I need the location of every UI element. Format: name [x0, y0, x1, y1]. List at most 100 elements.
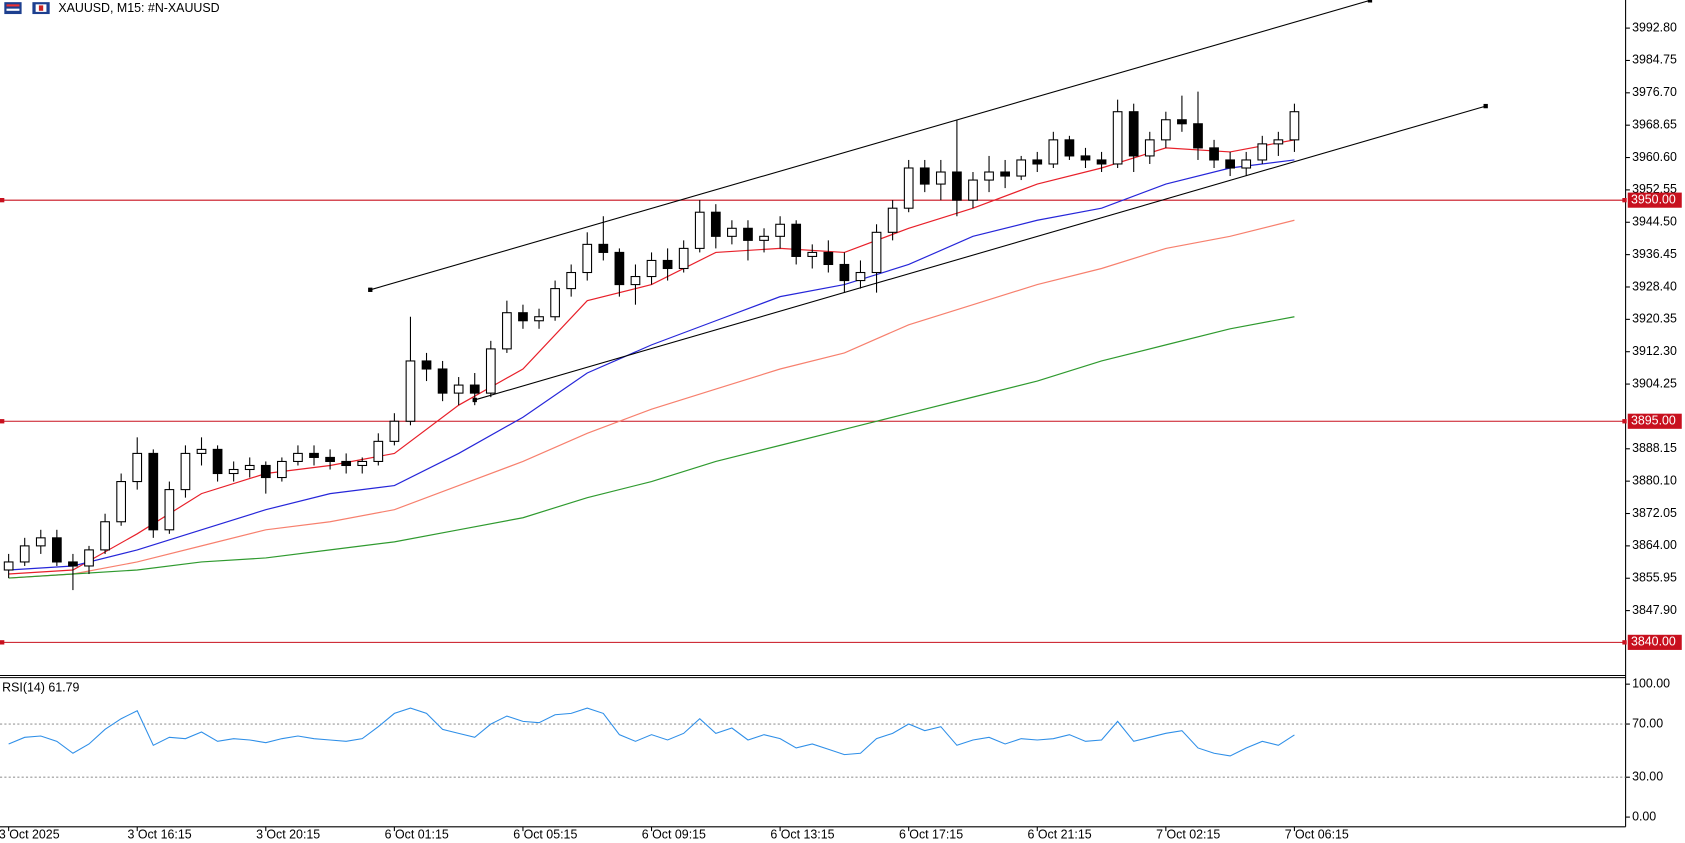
- y-tick-label: 100.00: [1632, 676, 1670, 690]
- y-tick-label: 3864.00: [1632, 538, 1677, 552]
- moving-average: [8, 159, 1295, 571]
- candle-body: [180, 452, 191, 491]
- candle-body: [1273, 139, 1284, 145]
- moving-average: [8, 219, 1295, 579]
- candle-body: [775, 223, 785, 237]
- candle-body: [1144, 139, 1155, 157]
- candle-body: [1177, 119, 1187, 125]
- candle-body: [566, 271, 577, 290]
- candle-body: [598, 243, 609, 253]
- candle-body: [903, 167, 914, 209]
- candle-body: [952, 171, 962, 201]
- candle-body: [453, 384, 464, 394]
- x-tick-label: 6 Oct 05:15: [513, 828, 577, 842]
- candle-body: [1032, 159, 1043, 165]
- y-tick-label: 3880.10: [1632, 473, 1677, 487]
- candle-body: [469, 384, 480, 394]
- candle-body: [212, 448, 223, 475]
- y-tick-label: 3920.35: [1632, 312, 1677, 326]
- main-plot: [0, 0, 1626, 645]
- level-label: 3950.00: [1631, 192, 1676, 206]
- candle-body: [887, 207, 898, 233]
- candle-body: [309, 452, 319, 458]
- level-anchor: [1622, 197, 1627, 203]
- candle-body: [244, 464, 255, 471]
- candle-body: [437, 368, 448, 394]
- x-tick-label: 6 Oct 01:15: [385, 828, 449, 842]
- level-label-box: [1627, 634, 1682, 650]
- candle-body: [277, 460, 287, 479]
- x-tick-label: 7 Oct 02:15: [1156, 828, 1220, 842]
- candle-body: [260, 464, 271, 479]
- x-tick-label: 3 Oct 2025: [0, 828, 60, 842]
- candle-body: [19, 545, 30, 563]
- candle-body: [3, 561, 14, 571]
- trendline: [474, 105, 1486, 401]
- candle-body: [1112, 111, 1123, 165]
- level-label: 3895.00: [1631, 414, 1676, 428]
- candle-body: [51, 537, 62, 563]
- candle-body: [727, 227, 737, 237]
- level-anchor: [1622, 640, 1627, 645]
- rsi-plot: [0, 707, 1626, 778]
- candle-body: [935, 171, 946, 185]
- level-label-box: [1627, 192, 1682, 208]
- candle-body: [132, 452, 143, 483]
- y-tick-label: 3992.80: [1632, 20, 1677, 34]
- candle-body: [100, 521, 110, 551]
- candle-body: [148, 452, 159, 531]
- y-tick-label: 3960.60: [1632, 150, 1677, 164]
- candle-body: [421, 360, 432, 370]
- candle-body: [678, 247, 689, 270]
- candle-body: [164, 489, 175, 531]
- candle-body: [84, 549, 94, 567]
- candle-body: [662, 259, 673, 270]
- y-tick-label: 30.00: [1632, 769, 1663, 783]
- trendline: [370, 0, 1371, 291]
- candle-body: [614, 251, 625, 286]
- candle-body: [646, 259, 657, 278]
- x-tick-label: 6 Oct 21:15: [1028, 828, 1092, 842]
- candle-body: [485, 348, 496, 394]
- candle-body: [871, 231, 882, 274]
- candle-body: [1209, 147, 1219, 161]
- trendline-anchor: [1483, 103, 1488, 109]
- rsi-title: RSI(14) 61.79: [2, 681, 79, 695]
- candle-body: [1064, 139, 1075, 157]
- candle-body: [1225, 159, 1235, 169]
- y-tick-label: 3888.15: [1632, 441, 1677, 455]
- y-tick-label: 0.00: [1632, 809, 1656, 823]
- candle-body: [1257, 143, 1268, 161]
- y-tick-label: 3847.90: [1632, 603, 1677, 617]
- y-tick-label: 3976.70: [1632, 85, 1677, 99]
- candle-body: [228, 468, 239, 475]
- candle-body: [116, 481, 127, 523]
- chart-title: XAUUSD, M15: #N-XAUUSD: [58, 1, 219, 15]
- candle-body: [710, 211, 721, 237]
- candle-body: [1016, 159, 1027, 177]
- y-tick-label: 70.00: [1632, 716, 1663, 730]
- moving-average: [8, 316, 1295, 579]
- x-tick-label: 3 Oct 20:15: [256, 828, 320, 842]
- y-tick-label: 3968.65: [1632, 117, 1677, 131]
- x-tick-label: 7 Oct 06:15: [1285, 828, 1349, 842]
- candle-body: [325, 456, 335, 462]
- candle-body: [341, 460, 352, 467]
- candle-body: [1096, 159, 1107, 165]
- candle-body: [968, 179, 978, 201]
- candle-body: [1193, 123, 1203, 149]
- y-tick-label: 3928.40: [1632, 279, 1677, 293]
- candle-body: [1241, 159, 1252, 169]
- level-label: 3840.00: [1631, 635, 1676, 649]
- candle-body: [196, 448, 207, 454]
- rsi-line: [8, 707, 1295, 757]
- candle-body: [534, 316, 544, 322]
- y-tick-label: 3936.45: [1632, 247, 1677, 261]
- x-tick-label: 6 Oct 17:15: [899, 828, 963, 842]
- x-tick-label: 3 Oct 16:15: [127, 828, 191, 842]
- level-anchor: [0, 419, 5, 424]
- candle-body: [373, 440, 384, 462]
- candle-body: [855, 271, 866, 282]
